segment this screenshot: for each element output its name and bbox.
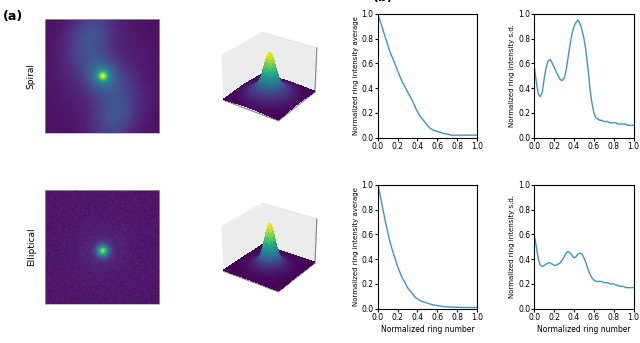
Y-axis label: Normalized ring intensity s.d.: Normalized ring intensity s.d. (509, 195, 515, 298)
Y-axis label: Normalized ring intensity average: Normalized ring intensity average (353, 187, 358, 306)
Text: Elliptical: Elliptical (27, 227, 36, 266)
Text: (a): (a) (3, 10, 24, 23)
Text: Spiral: Spiral (27, 63, 36, 89)
X-axis label: Normalized ring number: Normalized ring number (537, 324, 631, 334)
Y-axis label: Normalized ring intensity average: Normalized ring intensity average (353, 16, 358, 135)
Text: (b): (b) (373, 0, 394, 4)
X-axis label: Normalized ring number: Normalized ring number (381, 324, 474, 334)
Y-axis label: Normalized ring intensity s.d.: Normalized ring intensity s.d. (509, 24, 515, 127)
